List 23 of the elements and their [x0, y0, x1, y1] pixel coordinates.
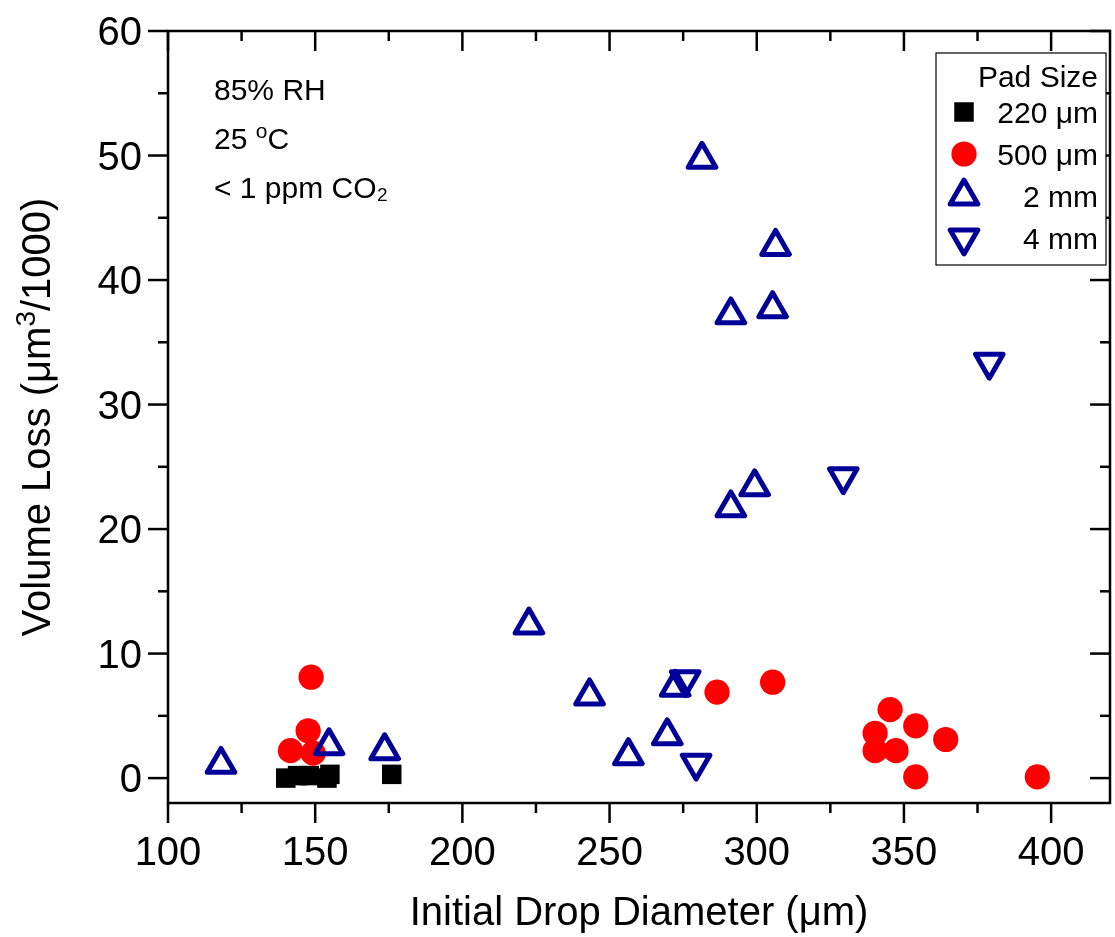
y-tick-label: 0: [119, 756, 142, 801]
x-tick-label: 400: [1017, 829, 1085, 873]
annotation: 85% RH: [214, 73, 326, 106]
y-tick-label: 40: [97, 258, 142, 303]
annotation: < 1 ppm CO₂: [214, 171, 389, 204]
y-tick-label: 10: [97, 631, 142, 676]
y-tick-label: 60: [97, 9, 142, 53]
y-tick-label: 50: [97, 133, 142, 178]
x-tick-label: 350: [870, 829, 938, 873]
x-tick-label: 200: [429, 829, 496, 873]
legend-label: 4 mm: [1023, 222, 1098, 255]
legend-label: 220 μm: [997, 96, 1098, 129]
annotation: 25 $^{o}$C: [214, 118, 290, 155]
x-tick-label: 300: [723, 829, 791, 873]
y-tick-label: 30: [97, 382, 142, 427]
x-tick-label: 150: [281, 829, 349, 873]
x-axis-title: Initial Drop Diameter (μm): [409, 889, 869, 933]
legend-title: Pad Size: [977, 60, 1098, 93]
y-tick-label: 20: [97, 507, 142, 552]
x-tick-label: 100: [134, 829, 202, 873]
legend-label: 500 μm: [997, 138, 1098, 171]
legend-label: 2 mm: [1023, 180, 1098, 213]
x-tick-label: 250: [576, 829, 643, 873]
